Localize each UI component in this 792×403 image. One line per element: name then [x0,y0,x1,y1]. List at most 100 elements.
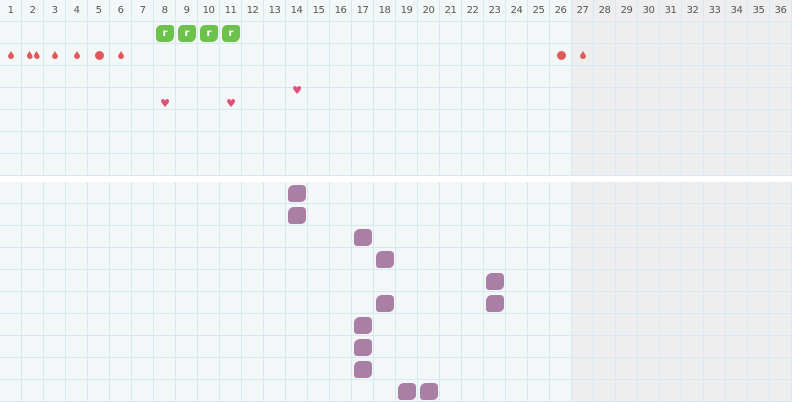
marker[interactable] [44,44,66,66]
grid-cell[interactable] [110,110,132,132]
grid-cell[interactable] [770,44,792,66]
grid-cell[interactable] [418,110,440,132]
grid-cell[interactable] [550,358,572,380]
grid-cell[interactable] [726,314,748,336]
grid-cell[interactable] [22,248,44,270]
grid-cell[interactable] [726,380,748,402]
grid-cell[interactable] [528,154,550,176]
grid-cell[interactable] [484,110,506,132]
grid-cell[interactable] [396,226,418,248]
grid-cell[interactable] [330,270,352,292]
grid-cell[interactable] [748,66,770,88]
grid-cell[interactable] [462,204,484,226]
grid-cell[interactable] [176,154,198,176]
grid-cell[interactable] [110,22,132,44]
grid-cell[interactable] [528,314,550,336]
grid-cell[interactable] [682,270,704,292]
grid-cell[interactable] [44,248,66,270]
grid-cell[interactable] [462,358,484,380]
grid-cell[interactable] [506,154,528,176]
grid-cell[interactable] [0,204,22,226]
grid-cell[interactable] [660,292,682,314]
grid-cell[interactable] [528,204,550,226]
symptom-marker[interactable] [484,270,506,292]
grid-cell[interactable] [44,110,66,132]
grid-cell[interactable] [594,270,616,292]
grid-cell[interactable] [88,88,110,110]
grid-cell[interactable] [550,248,572,270]
grid-cell[interactable] [66,380,88,402]
grid-cell[interactable] [396,270,418,292]
grid-cell[interactable] [308,226,330,248]
grid-cell[interactable] [770,154,792,176]
grid-cell[interactable] [418,182,440,204]
grid-cell[interactable] [396,132,418,154]
grid-cell[interactable] [528,270,550,292]
grid-cell[interactable] [198,226,220,248]
grid-cell[interactable] [22,380,44,402]
grid-cell[interactable] [286,154,308,176]
grid-cell[interactable] [330,88,352,110]
grid-cell[interactable] [374,22,396,44]
grid-cell[interactable] [616,44,638,66]
grid-cell[interactable] [110,226,132,248]
grid-cell[interactable] [176,226,198,248]
grid-cell[interactable] [352,204,374,226]
grid-cell[interactable] [726,66,748,88]
grid-cell[interactable] [726,110,748,132]
grid-cell[interactable] [594,182,616,204]
grid-cell[interactable] [704,336,726,358]
grid-cell[interactable] [198,248,220,270]
grid-cell[interactable] [440,358,462,380]
grid-cell[interactable] [484,314,506,336]
grid-cell[interactable] [0,22,22,44]
grid-cell[interactable] [528,44,550,66]
grid-cell[interactable] [550,182,572,204]
grid-cell[interactable] [770,110,792,132]
grid-cell[interactable] [154,380,176,402]
grid-cell[interactable] [572,270,594,292]
grid-cell[interactable] [506,22,528,44]
marker[interactable]: ♥ [286,79,308,101]
grid-cell[interactable] [22,314,44,336]
grid-cell[interactable] [330,248,352,270]
grid-cell[interactable] [484,358,506,380]
grid-cell[interactable] [572,22,594,44]
symptom-marker[interactable] [352,314,374,336]
grid-cell[interactable] [484,154,506,176]
grid-cell[interactable] [528,66,550,88]
grid-cell[interactable] [110,292,132,314]
grid-cell[interactable] [440,154,462,176]
grid-cell[interactable] [374,154,396,176]
grid-cell[interactable] [704,110,726,132]
grid-cell[interactable] [726,88,748,110]
grid-cell[interactable] [154,154,176,176]
grid-cell[interactable] [44,132,66,154]
grid-cell[interactable] [88,132,110,154]
grid-cell[interactable] [176,132,198,154]
grid-cell[interactable] [154,132,176,154]
grid-cell[interactable] [770,204,792,226]
grid-cell[interactable] [594,110,616,132]
grid-cell[interactable] [506,110,528,132]
grid-cell[interactable] [88,154,110,176]
grid-cell[interactable] [330,154,352,176]
grid-cell[interactable] [440,66,462,88]
grid-cell[interactable] [506,182,528,204]
grid-cell[interactable] [572,314,594,336]
grid-cell[interactable] [44,182,66,204]
grid-cell[interactable] [616,358,638,380]
grid-cell[interactable] [22,154,44,176]
grid-cell[interactable] [726,336,748,358]
grid-cell[interactable] [132,22,154,44]
grid-cell[interactable] [242,380,264,402]
grid-cell[interactable] [418,88,440,110]
grid-cell[interactable] [330,182,352,204]
grid-cell[interactable] [638,132,660,154]
grid-cell[interactable] [638,292,660,314]
grid-cell[interactable] [528,380,550,402]
grid-cell[interactable] [308,314,330,336]
grid-cell[interactable] [726,226,748,248]
grid-cell[interactable] [770,182,792,204]
grid-cell[interactable] [88,248,110,270]
